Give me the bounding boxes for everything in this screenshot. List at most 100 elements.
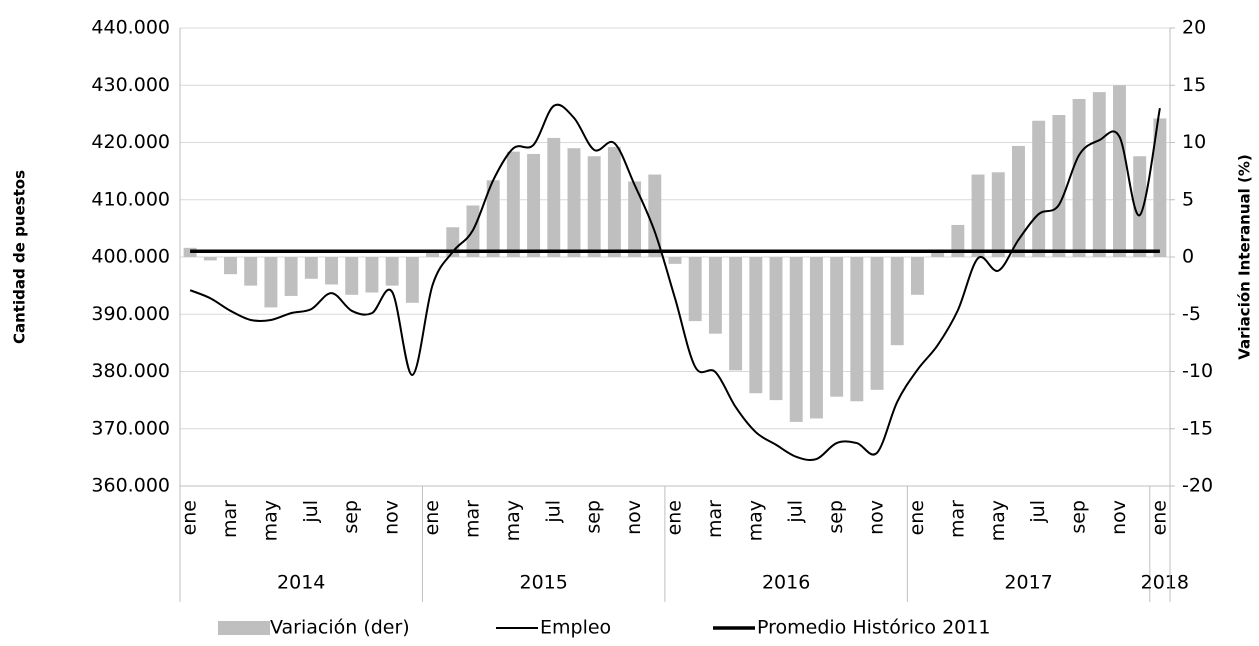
- x-tick-label: ene: [421, 500, 443, 535]
- line: [189, 103, 1161, 462]
- bar: [910, 257, 924, 295]
- x-tick-label: nov: [381, 500, 403, 535]
- bar: [1072, 98, 1086, 258]
- bar: [587, 156, 601, 257]
- x-tick-label: mar: [704, 500, 726, 538]
- bar: [850, 257, 864, 402]
- x-tick-label: may: [744, 500, 766, 541]
- bar: [1153, 118, 1167, 257]
- bar: [991, 172, 1005, 257]
- x-tick-label: nov: [623, 500, 645, 535]
- x-tick-label: ene: [1148, 500, 1170, 535]
- legend-label: Variación (der): [270, 617, 410, 639]
- bar: [405, 257, 419, 303]
- bar: [870, 257, 884, 390]
- bar: [345, 257, 359, 295]
- x-tick-label: jul: [1027, 500, 1049, 524]
- x-tick-label: mar: [219, 500, 241, 538]
- bar: [769, 257, 783, 401]
- bar: [789, 257, 803, 422]
- bar: [668, 257, 682, 264]
- bar: [951, 224, 965, 257]
- bar: [890, 257, 904, 346]
- bar: [567, 148, 581, 257]
- y-axis-title: Cantidad de puestos: [11, 170, 29, 344]
- y2-tick-label: -10: [1182, 360, 1213, 382]
- y2-axis-title: Variación Interanual (%): [1236, 154, 1254, 360]
- bar: [749, 257, 763, 394]
- y2-tick-label: 0: [1182, 246, 1194, 268]
- bar: [385, 257, 399, 286]
- bar: [971, 174, 985, 257]
- bar: [1012, 145, 1025, 257]
- y-tick-label: 440.000: [91, 17, 170, 39]
- x-tick-label: sep: [825, 500, 847, 534]
- legend-swatch: [218, 621, 270, 635]
- x-tick-label: ene: [664, 500, 686, 535]
- y-tick-label: 370.000: [91, 417, 170, 439]
- x-tick-label: may: [502, 500, 524, 541]
- y-tick-label: 400.000: [91, 246, 170, 268]
- y-tick-label: 420.000: [91, 131, 170, 153]
- x-tick-label: may: [987, 500, 1009, 541]
- group-label: 2018: [1141, 572, 1189, 594]
- x-tick-label: mar: [946, 500, 968, 538]
- x-tick-label: nov: [866, 500, 888, 535]
- y-tick-label: 360.000: [91, 475, 170, 497]
- bar: [547, 137, 561, 257]
- bar: [931, 251, 945, 257]
- bar: [628, 181, 642, 257]
- bar: [830, 257, 844, 397]
- x-tick-label: ene: [906, 500, 928, 535]
- bar: [607, 147, 621, 257]
- bar: [1092, 92, 1106, 258]
- x-tick-label: sep: [340, 500, 362, 534]
- y-tick-label: 390.000: [91, 303, 170, 325]
- bar: [1032, 120, 1046, 258]
- x-tick-label: mar: [461, 500, 483, 538]
- y-tick-label: 430.000: [91, 74, 170, 96]
- bar: [244, 257, 258, 286]
- bar: [486, 180, 500, 257]
- bar: [729, 257, 743, 371]
- bar: [506, 151, 520, 257]
- bar: [527, 153, 541, 257]
- group-label: 2015: [519, 572, 567, 594]
- legend-label: Empleo: [540, 617, 611, 639]
- bar: [1052, 115, 1066, 258]
- bar: [426, 250, 440, 257]
- bar: [1133, 156, 1147, 257]
- y2-tick-label: -5: [1182, 303, 1201, 325]
- bar: [708, 257, 722, 334]
- y2-tick-label: 20: [1182, 17, 1206, 39]
- x-tick-label: may: [259, 500, 281, 541]
- bar: [1113, 85, 1126, 257]
- legend-label: Promedio Histórico 2011: [757, 617, 990, 639]
- bar: [809, 257, 823, 419]
- x-tick-label: sep: [1068, 500, 1090, 534]
- y2-tick-label: 5: [1182, 188, 1194, 210]
- bar: [224, 257, 237, 275]
- x-tick-label: sep: [583, 500, 605, 534]
- bar: [264, 257, 278, 308]
- y-tick-label: 410.000: [91, 188, 170, 210]
- y-tick-label: 380.000: [91, 360, 170, 382]
- y2-tick-label: 15: [1182, 74, 1206, 96]
- group-label: 2017: [1004, 572, 1052, 594]
- bar: [284, 257, 298, 296]
- bar: [688, 257, 702, 322]
- x-tick-label: nov: [1108, 500, 1130, 535]
- group-label: 2014: [277, 572, 325, 594]
- x-tick-label: jul: [785, 500, 807, 524]
- bar: [648, 174, 662, 257]
- group-label: 2016: [762, 572, 810, 594]
- y2-tick-label: -15: [1182, 417, 1213, 439]
- y2-tick-label: -20: [1182, 475, 1213, 497]
- y2-tick-label: 10: [1182, 131, 1206, 153]
- bar: [304, 257, 318, 279]
- x-tick-label: ene: [179, 500, 201, 535]
- x-tick-label: jul: [542, 500, 564, 524]
- bar: [203, 257, 217, 261]
- x-tick-label: jul: [300, 500, 322, 524]
